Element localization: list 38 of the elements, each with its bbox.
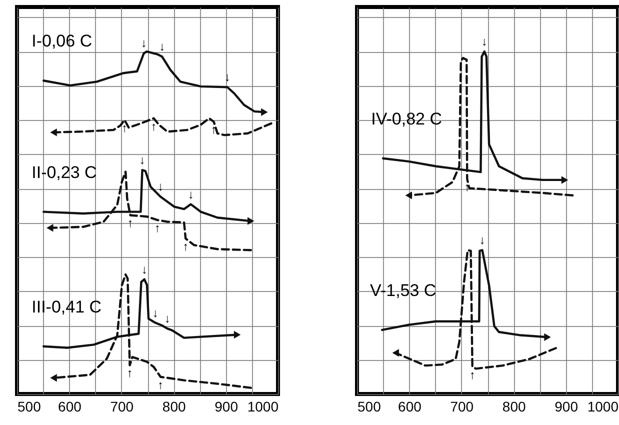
annotation: ↑	[127, 216, 134, 230]
series-label: I-0,06 C	[32, 32, 92, 51]
annotation: ↓	[159, 40, 166, 54]
annotation: ↓	[481, 34, 488, 49]
x-tick-label: 900	[214, 398, 238, 414]
annotation: ↑	[126, 366, 133, 380]
x-tick-label: 1000	[587, 398, 619, 414]
annotation: ↓	[140, 36, 147, 50]
annotation: ↑	[122, 121, 128, 136]
annotation: ↓	[188, 187, 194, 202]
series-label: V-1,53 C	[370, 280, 436, 300]
x-tick-label: 600	[58, 398, 82, 414]
annotation: ↑	[464, 180, 470, 194]
x-tick-label: 700	[450, 398, 474, 414]
annotation: ↓	[158, 180, 164, 194]
annotation: ↑	[469, 368, 476, 382]
series-label: IV-0,82 C	[371, 109, 442, 128]
x-tick-label: 700	[110, 398, 134, 414]
annotation: ↓	[139, 153, 146, 168]
x-tick-label: 600	[398, 398, 422, 414]
annotation: ↓	[479, 233, 486, 248]
annotation: ↑	[210, 122, 217, 137]
x-tick-label: 900	[554, 398, 578, 414]
annotation: ↓	[141, 262, 148, 276]
annotation: ↑	[154, 221, 160, 236]
series-label: II-0,23 C	[32, 162, 97, 182]
annotation: ↓	[152, 306, 158, 320]
x-tick-label: 800	[502, 398, 526, 414]
x-tick-label: 1000	[247, 398, 279, 414]
annotation: ↑	[182, 240, 189, 254]
annotation: ↓	[224, 70, 230, 84]
annotation: ↓	[164, 312, 170, 326]
x-tick-label: 500	[18, 398, 42, 414]
annotation: ↑	[158, 378, 164, 392]
x-tick-label: 500	[358, 398, 382, 414]
series-label: III-0,41 C	[32, 297, 102, 316]
annotation: ↑	[150, 119, 157, 134]
x-tick-label: 800	[162, 398, 186, 414]
